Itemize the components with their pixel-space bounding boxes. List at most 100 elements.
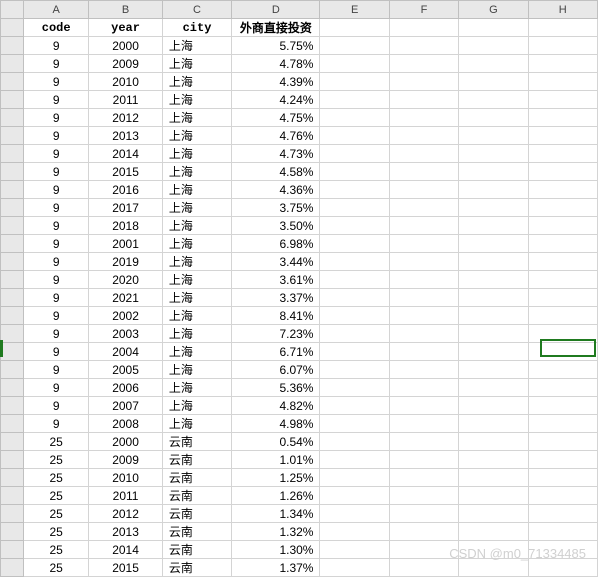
empty-cell[interactable] <box>528 397 597 415</box>
empty-cell[interactable] <box>389 451 458 469</box>
empty-cell[interactable] <box>528 127 597 145</box>
cell-year[interactable]: 2007 <box>89 397 163 415</box>
empty-cell[interactable] <box>389 361 458 379</box>
cell-city[interactable]: 上海 <box>162 379 231 397</box>
cell-year[interactable]: 2006 <box>89 379 163 397</box>
empty-cell[interactable] <box>320 451 389 469</box>
empty-cell[interactable] <box>528 433 597 451</box>
cell-code[interactable]: 9 <box>24 109 89 127</box>
corner-cell[interactable] <box>1 1 24 19</box>
table-row[interactable]: 252010云南1.25% <box>1 469 598 487</box>
row-header[interactable] <box>1 37 24 55</box>
empty-cell[interactable] <box>459 379 528 397</box>
table-row[interactable]: 252015云南1.37% <box>1 559 598 577</box>
table-row[interactable]: 92016上海4.36% <box>1 181 598 199</box>
empty-cell[interactable] <box>389 541 458 559</box>
row-header[interactable] <box>1 91 24 109</box>
cell-value[interactable]: 1.01% <box>232 451 320 469</box>
cell-city[interactable]: 上海 <box>162 307 231 325</box>
table-row[interactable]: 252009云南1.01% <box>1 451 598 469</box>
cell-value[interactable]: 0.54% <box>232 433 320 451</box>
row-header[interactable] <box>1 559 24 577</box>
table-row[interactable]: 92009上海4.78% <box>1 55 598 73</box>
cell-year[interactable]: 2019 <box>89 253 163 271</box>
cell-code[interactable]: 9 <box>24 91 89 109</box>
row-header[interactable] <box>1 271 24 289</box>
empty-cell[interactable] <box>459 505 528 523</box>
empty-cell[interactable] <box>459 271 528 289</box>
empty-cell[interactable] <box>389 109 458 127</box>
cell-value[interactable]: 3.37% <box>232 289 320 307</box>
cell-code[interactable]: 9 <box>24 37 89 55</box>
empty-cell[interactable] <box>459 469 528 487</box>
empty-cell[interactable] <box>459 127 528 145</box>
empty-cell[interactable] <box>459 37 528 55</box>
empty-cell[interactable] <box>459 307 528 325</box>
col-header-F[interactable]: F <box>389 1 458 19</box>
empty-cell[interactable] <box>528 307 597 325</box>
spreadsheet-grid[interactable]: A B C D E F G H codeyearcity外商直接投资92000上… <box>0 0 598 577</box>
empty-cell[interactable] <box>320 397 389 415</box>
empty-cell[interactable] <box>389 307 458 325</box>
empty-cell[interactable] <box>389 235 458 253</box>
empty-cell[interactable] <box>389 73 458 91</box>
empty-cell[interactable] <box>459 73 528 91</box>
cell-value[interactable]: 1.37% <box>232 559 320 577</box>
empty-cell[interactable] <box>389 271 458 289</box>
row-header[interactable] <box>1 361 24 379</box>
cell-year[interactable]: 2012 <box>89 109 163 127</box>
empty-cell[interactable] <box>459 55 528 73</box>
empty-cell[interactable] <box>320 469 389 487</box>
cell-code[interactable]: 9 <box>24 55 89 73</box>
empty-cell[interactable] <box>320 235 389 253</box>
cell-value[interactable]: 1.32% <box>232 523 320 541</box>
cell-city[interactable]: 上海 <box>162 235 231 253</box>
empty-cell[interactable] <box>528 91 597 109</box>
cell-city[interactable]: 上海 <box>162 37 231 55</box>
empty-cell[interactable] <box>320 271 389 289</box>
cell-year[interactable]: 2016 <box>89 181 163 199</box>
empty-cell[interactable] <box>459 199 528 217</box>
cell-value[interactable]: 1.30% <box>232 541 320 559</box>
empty-cell[interactable] <box>320 127 389 145</box>
empty-cell[interactable] <box>528 559 597 577</box>
cell-value[interactable]: 1.26% <box>232 487 320 505</box>
empty-cell[interactable] <box>320 361 389 379</box>
cell-city[interactable]: 上海 <box>162 55 231 73</box>
empty-cell[interactable] <box>320 253 389 271</box>
col-header-C[interactable]: C <box>162 1 231 19</box>
table-row[interactable]: 92008上海4.98% <box>1 415 598 433</box>
cell-city[interactable]: 上海 <box>162 91 231 109</box>
empty-cell[interactable] <box>528 541 597 559</box>
cell-year[interactable]: 2018 <box>89 217 163 235</box>
empty-cell[interactable] <box>389 505 458 523</box>
empty-cell[interactable] <box>320 487 389 505</box>
empty-cell[interactable] <box>389 253 458 271</box>
cell-value[interactable]: 3.50% <box>232 217 320 235</box>
cell-value[interactable]: 4.73% <box>232 145 320 163</box>
table-row[interactable]: 92014上海4.73% <box>1 145 598 163</box>
empty-cell[interactable] <box>528 235 597 253</box>
row-header[interactable] <box>1 199 24 217</box>
cell-city[interactable]: 云南 <box>162 469 231 487</box>
cell-year[interactable]: 2010 <box>89 469 163 487</box>
empty-cell[interactable] <box>459 235 528 253</box>
table-row[interactable]: 92021上海3.37% <box>1 289 598 307</box>
empty-cell[interactable] <box>528 181 597 199</box>
cell-code[interactable]: 9 <box>24 415 89 433</box>
row-header[interactable] <box>1 325 24 343</box>
cell-value[interactable]: 5.75% <box>232 37 320 55</box>
cell-city[interactable]: 上海 <box>162 73 231 91</box>
cell-year[interactable]: 2017 <box>89 199 163 217</box>
row-header[interactable] <box>1 415 24 433</box>
empty-cell[interactable] <box>528 19 597 37</box>
empty-cell[interactable] <box>389 469 458 487</box>
empty-cell[interactable] <box>320 415 389 433</box>
empty-cell[interactable] <box>389 397 458 415</box>
table-row[interactable]: 92019上海3.44% <box>1 253 598 271</box>
cell-city[interactable]: 上海 <box>162 217 231 235</box>
empty-cell[interactable] <box>528 415 597 433</box>
cell-value[interactable]: 1.34% <box>232 505 320 523</box>
empty-cell[interactable] <box>459 181 528 199</box>
cell-year[interactable]: 2009 <box>89 55 163 73</box>
